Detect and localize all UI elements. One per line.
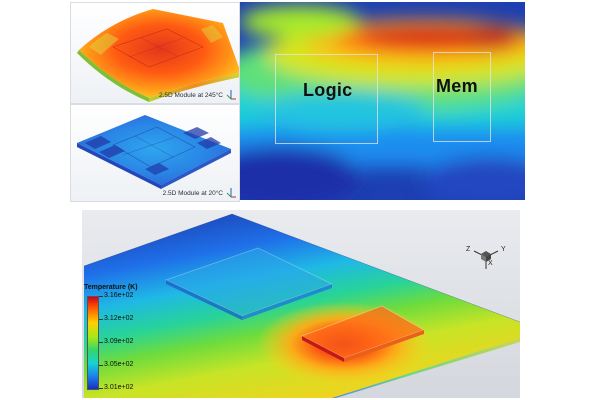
legend-value: 3.05e+02 xyxy=(104,361,134,368)
legend-value: 3.12e+02 xyxy=(104,315,134,322)
logic-label: Logic xyxy=(303,80,353,100)
module-hot-plate xyxy=(77,9,239,102)
orientation-triad-icon[interactable]: Z Y X xyxy=(464,240,508,274)
module-hot-caption: 2.5D Module at 245°C xyxy=(158,92,223,99)
legend-tick xyxy=(99,342,103,343)
module-hot-panel: 2.5D Module at 245°C xyxy=(70,2,240,104)
legend-value-min: 3.01e+02 xyxy=(104,384,134,391)
mem-label: Mem xyxy=(436,76,478,96)
mem-region-box xyxy=(433,52,491,142)
axis-y-label: Y xyxy=(501,246,506,253)
legend-tick xyxy=(99,319,103,320)
axes-triad-icon xyxy=(226,90,236,100)
temperature-plate xyxy=(83,213,520,398)
module-cold-plate xyxy=(77,115,231,189)
module-cold-panel: 2.5D Module at 20°C xyxy=(70,104,240,202)
temperature-3d-view: Z Y X Temperature (K) 3.16e+02 3.12e+02 … xyxy=(82,210,520,398)
legend-value: 3.09e+02 xyxy=(104,338,134,345)
legend-tick xyxy=(99,365,103,366)
legend-tick xyxy=(99,388,103,389)
legend-tick xyxy=(99,296,103,297)
temperature-legend: Temperature (K) 3.16e+02 3.12e+02 3.09e+… xyxy=(84,284,184,396)
logic-region-box xyxy=(275,54,378,144)
legend-title: Temperature (K) xyxy=(84,284,138,291)
axis-x-label: X xyxy=(488,260,493,267)
legend-color-bar xyxy=(87,296,99,390)
thermal-map: Logic Mem xyxy=(240,2,525,200)
axes-triad-icon xyxy=(226,188,236,198)
axis-z-label: Z xyxy=(466,246,471,253)
module-cold-caption: 2.5D Module at 20°C xyxy=(162,190,223,197)
legend-value-max: 3.16e+02 xyxy=(104,292,134,299)
